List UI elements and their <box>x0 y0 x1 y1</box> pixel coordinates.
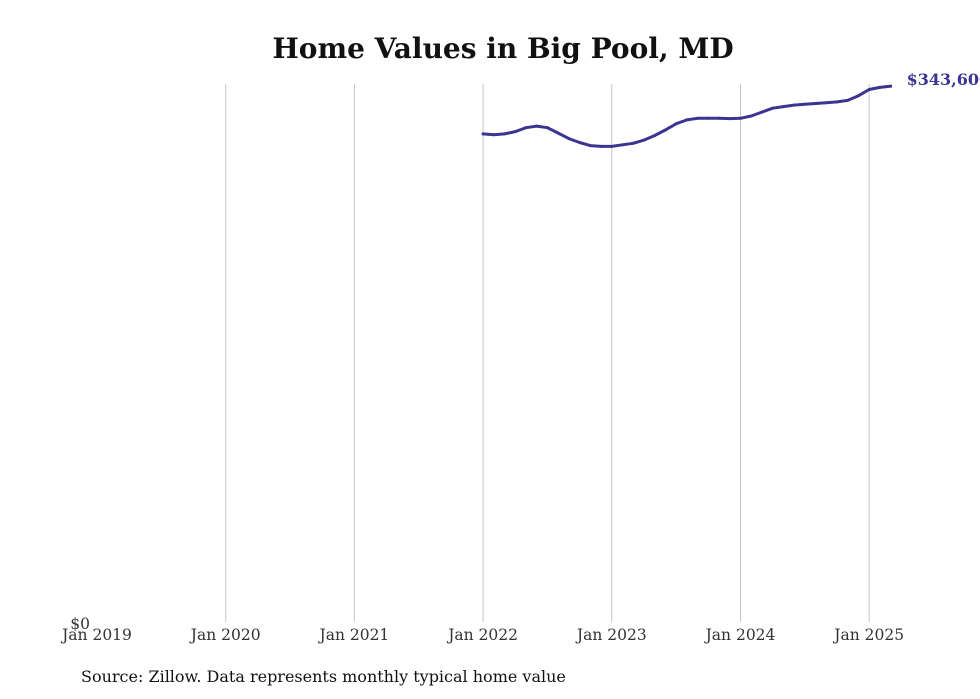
data-point <box>567 137 571 141</box>
data-point <box>610 144 614 148</box>
data-point <box>663 128 667 132</box>
data-point <box>545 126 549 130</box>
data-point <box>492 133 496 137</box>
x-axis-ticks: Jan 2019 Jan 2020 Jan 2021 Jan 2022 Jan 2023… <box>60 626 904 644</box>
data-point <box>556 131 560 135</box>
gridlines <box>225 84 870 622</box>
source-note: Source: Zillow. Data represents monthly … <box>81 667 566 686</box>
y-axis-ticks: $0 <box>70 615 90 633</box>
x-tick-label: Jan 2025 <box>832 626 904 644</box>
data-point <box>846 98 850 102</box>
data-point <box>588 144 592 148</box>
x-tick-label: Jan 2023 <box>575 626 647 644</box>
data-point <box>889 84 893 88</box>
data-point <box>803 102 807 106</box>
data-point <box>760 110 764 114</box>
data-point <box>749 114 753 118</box>
series-line <box>481 84 893 148</box>
data-point <box>867 87 871 91</box>
chart-title: Home Values in Big Pool, MD <box>272 32 733 65</box>
data-point <box>578 140 582 144</box>
data-point <box>856 94 860 98</box>
y-tick-label: $0 <box>70 615 90 633</box>
x-tick-label: Jan 2019 <box>60 626 132 644</box>
data-point <box>706 116 710 120</box>
data-point <box>878 85 882 89</box>
data-point <box>535 124 539 128</box>
x-tick-label: Jan 2024 <box>704 626 776 644</box>
data-point <box>728 117 732 121</box>
data-point <box>739 116 742 120</box>
data-point <box>696 116 700 120</box>
data-point <box>524 126 528 130</box>
data-point <box>631 141 635 145</box>
data-point <box>824 101 828 105</box>
data-point <box>674 122 678 126</box>
data-point <box>621 143 625 147</box>
data-point <box>717 116 721 120</box>
data-point <box>599 144 603 148</box>
data-point <box>781 105 785 109</box>
end-value-label: $343,600 <box>907 70 980 89</box>
data-point <box>642 138 646 142</box>
x-tick-label: Jan 2022 <box>446 626 518 644</box>
x-tick-label: Jan 2020 <box>189 626 261 644</box>
data-point <box>653 133 657 137</box>
data-point <box>685 118 689 122</box>
data-point <box>814 101 818 105</box>
data-point <box>481 132 485 136</box>
x-tick-label: Jan 2021 <box>317 626 389 644</box>
series-layer <box>481 84 893 148</box>
data-point <box>771 106 775 110</box>
data-point <box>792 103 796 107</box>
data-point <box>835 100 839 104</box>
data-point <box>513 130 517 134</box>
data-point <box>503 132 507 136</box>
